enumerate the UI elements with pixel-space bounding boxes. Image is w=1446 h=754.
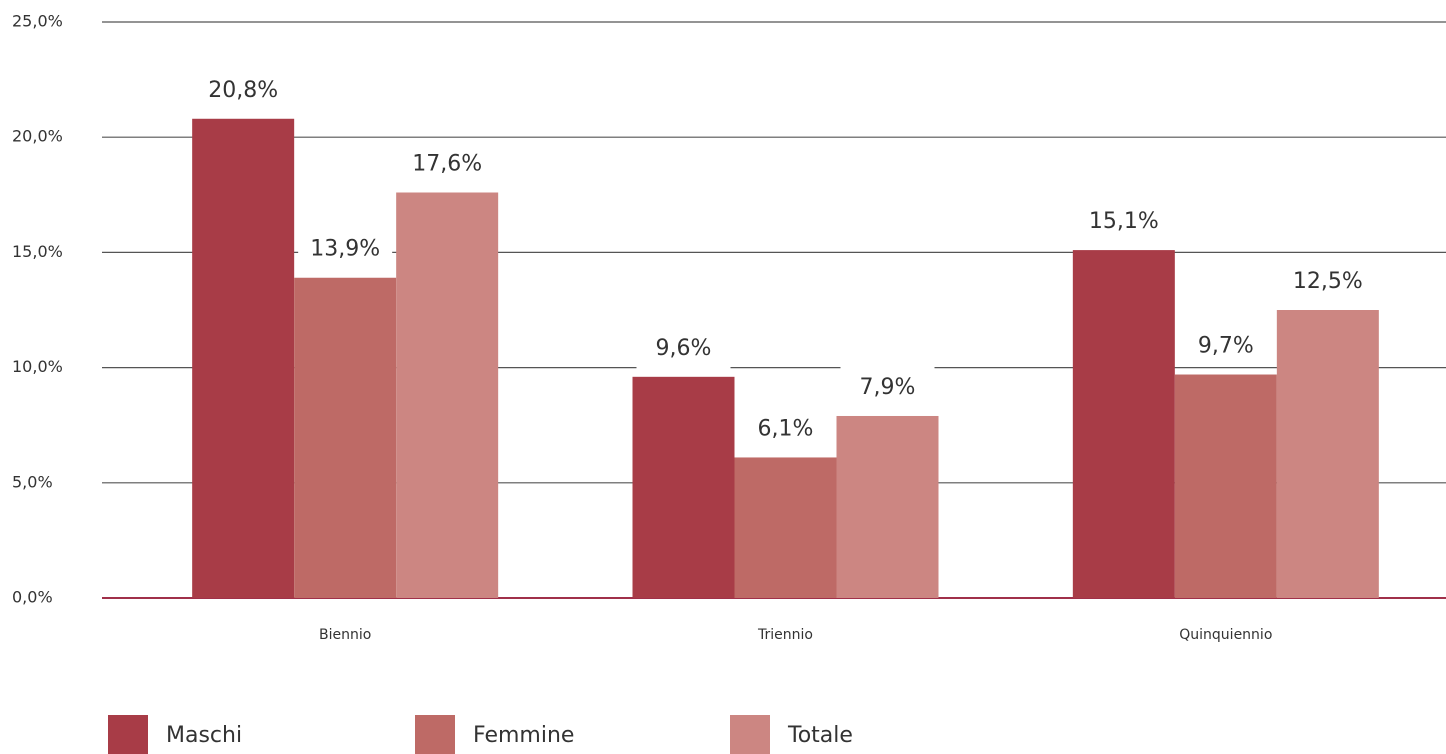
y-tick-label: 25,0% xyxy=(12,12,63,31)
bar xyxy=(836,415,939,598)
value-label: 13,9% xyxy=(310,237,380,262)
value-label-bg xyxy=(400,142,495,185)
value-label: 20,8% xyxy=(208,78,278,103)
bar xyxy=(1276,310,1379,598)
value-label-bg xyxy=(298,227,393,270)
bar xyxy=(1174,374,1277,598)
value-label: 15,1% xyxy=(1089,209,1159,234)
bar xyxy=(396,192,499,598)
legend-label: Maschi xyxy=(166,723,242,748)
bar xyxy=(632,376,735,598)
value-label: 12,5% xyxy=(1293,269,1363,294)
value-label-bg xyxy=(196,68,291,111)
value-label-bg xyxy=(636,326,731,369)
bar xyxy=(294,277,397,598)
legend-label: Totale xyxy=(787,723,853,748)
value-label: 9,7% xyxy=(1198,334,1254,359)
y-tick-label: 20,0% xyxy=(12,127,63,146)
y-tick-label: 5,0% xyxy=(12,472,53,491)
bar xyxy=(734,457,837,598)
y-tick-label: 0,0% xyxy=(12,588,53,607)
legend-swatch xyxy=(415,715,455,754)
value-label-bg xyxy=(1280,260,1375,302)
x-tick-label: Biennio xyxy=(319,627,371,643)
value-label: 17,6% xyxy=(412,151,482,176)
value-label-bg xyxy=(840,365,935,408)
x-tick-label: Quinquiennio xyxy=(1179,627,1272,643)
bar xyxy=(192,118,295,598)
value-label: 6,1% xyxy=(758,416,814,441)
value-label: 9,6% xyxy=(656,336,712,361)
x-tick-label: Triennio xyxy=(757,627,813,643)
legend-label: Femmine xyxy=(473,723,574,748)
legend-swatch xyxy=(108,715,148,754)
bar xyxy=(1072,250,1175,598)
value-label-bg xyxy=(1178,324,1273,367)
legend-swatch xyxy=(730,715,770,754)
value-label-bg xyxy=(738,407,833,450)
value-label: 7,9% xyxy=(860,375,916,400)
value-label-bg xyxy=(1076,200,1171,243)
y-tick-label: 15,0% xyxy=(12,242,63,261)
y-tick-label: 10,0% xyxy=(12,357,63,376)
